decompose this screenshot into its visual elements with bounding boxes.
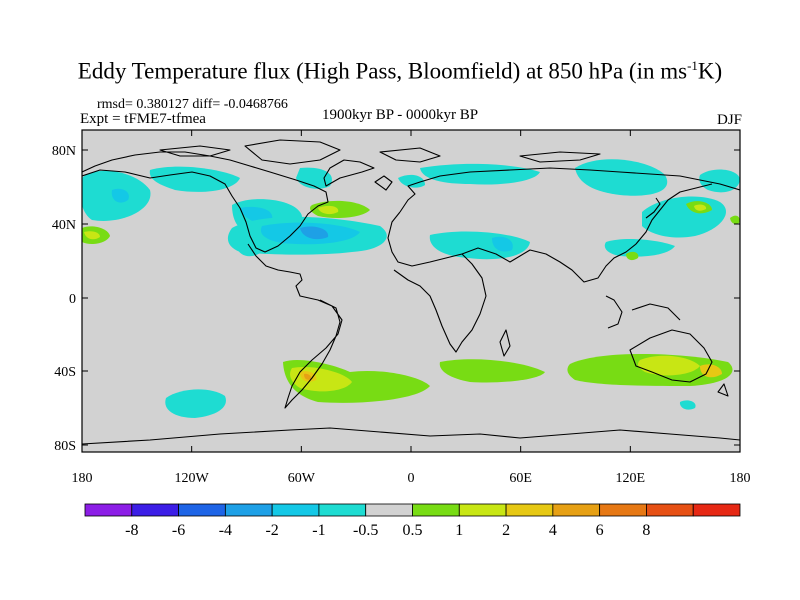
- colorbar-label: -6: [172, 522, 185, 539]
- colorbar-swatch: [318, 503, 367, 517]
- contour-fields: [82, 159, 740, 418]
- colorbar-label: -1: [312, 522, 325, 539]
- colorbar-swatch: [552, 503, 601, 517]
- stats-line: rmsd= 0.380127 diff= -0.0468766: [97, 97, 288, 112]
- colorbar-label: 8: [642, 522, 650, 539]
- y-tick-label: 40N: [52, 218, 76, 233]
- x-tick-label: 120W: [175, 471, 210, 486]
- colorbar-label: 1: [455, 522, 463, 539]
- title-tail: K): [697, 58, 723, 84]
- colorbar: -8 -6 -4 -2 -1 -0.5 0.5 1 2 4 6 8: [84, 503, 741, 539]
- map-axes: 80N 40N 0 40S 80S 180 120W 60W 0 60E 120E 180: [52, 130, 751, 486]
- colorbar-label: -2: [265, 522, 278, 539]
- y-tick-label: 80S: [54, 439, 76, 454]
- experiment-label: Expt = tFME7-tfmea: [80, 111, 206, 127]
- x-tick-label: 180: [730, 471, 751, 486]
- colorbar-label: -8: [125, 522, 138, 539]
- x-tick-label: 0: [408, 471, 415, 486]
- colorbar-label: 4: [549, 522, 557, 539]
- colorbar-swatch: [84, 503, 133, 517]
- plot-title: Eddy Temperature flux (High Pass, Bloomf…: [0, 58, 800, 85]
- colorbar-swatch: [365, 503, 413, 517]
- colorbar-swatch: [692, 503, 741, 517]
- coastlines: [82, 139, 740, 445]
- y-tick-label: 80N: [52, 144, 76, 159]
- y-tick-label: 40S: [54, 365, 76, 380]
- colorbar-swatch: [412, 503, 460, 517]
- x-tick-label: 60W: [288, 471, 316, 486]
- colorbar-label: 6: [596, 522, 604, 539]
- colorbar-swatch: [646, 503, 694, 517]
- colorbar-label: 2: [502, 522, 510, 539]
- colorbar-label: -4: [219, 522, 232, 539]
- period-label: 1900kyr BP - 0000kyr BP: [322, 107, 479, 123]
- colorbar-label: 0.5: [403, 522, 423, 539]
- colorbar-label: -0.5: [353, 522, 378, 539]
- colorbar-swatch: [271, 503, 320, 517]
- colorbar-swatch: [131, 503, 179, 517]
- colorbar-swatch: [505, 503, 554, 517]
- colorbar-swatch: [458, 503, 507, 517]
- colorbar-swatch: [224, 503, 273, 517]
- colorbar-swatch: [178, 503, 226, 517]
- x-tick-label: 120E: [616, 471, 646, 486]
- title-main: Eddy Temperature flux (High Pass, Bloomf…: [77, 58, 688, 84]
- y-tick-label: 0: [69, 292, 76, 307]
- title-sup: -1: [687, 58, 698, 73]
- x-tick-label: 180: [72, 471, 93, 486]
- x-tick-label: 60E: [509, 471, 532, 486]
- colorbar-swatch: [599, 503, 647, 517]
- season-label: DJF: [716, 112, 742, 128]
